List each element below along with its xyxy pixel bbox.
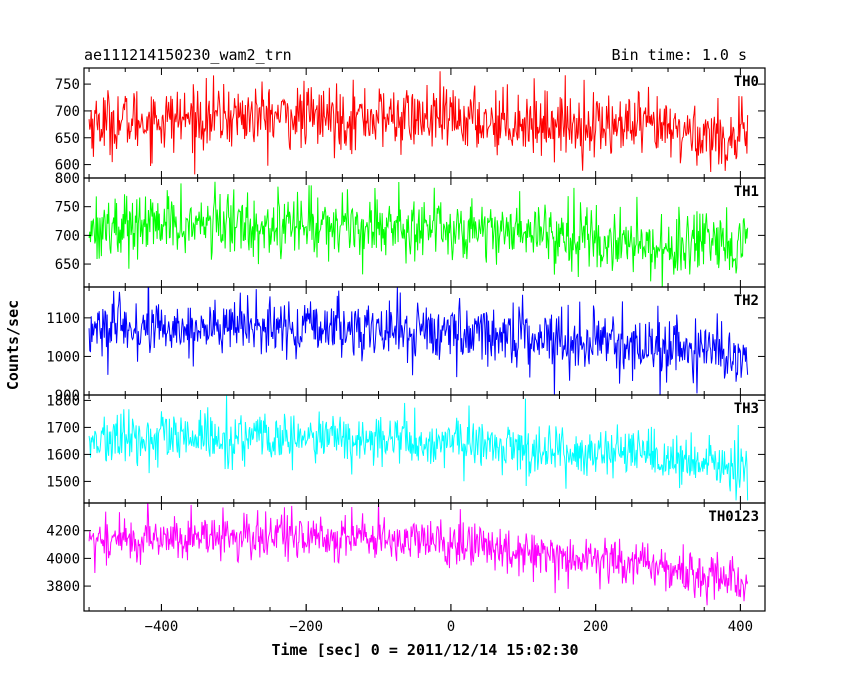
y-tick-label: 1800	[46, 393, 80, 409]
y-tick-label: 750	[55, 200, 80, 216]
y-axis-title: Counts/sec	[4, 300, 22, 390]
y-tick-label: 650	[55, 257, 80, 273]
x-axis-title: Time [sec] 0 = 2011/12/14 15:02:30	[271, 641, 578, 659]
y-tick-label: 1700	[46, 420, 80, 436]
panel-th1: 650 700 750 800 TH1	[55, 171, 766, 288]
panel-th0123: 3800 4000 4200 TH0123	[46, 502, 766, 612]
x-tick-label: −200	[289, 619, 323, 635]
y-tick-label: 3800	[46, 579, 80, 595]
y-tick-label: 1600	[46, 447, 80, 463]
y-tick-label: 700	[55, 104, 80, 120]
panel-th3: 1500 1600 1700 1800 TH3	[46, 393, 766, 504]
y-tick-label: 1000	[46, 349, 80, 365]
series-th0123-line	[88, 503, 749, 606]
panel-th0: 600 650 700 750 TH0	[55, 67, 766, 179]
series-th3-line	[88, 395, 749, 501]
y-tick-label: 800	[55, 171, 80, 187]
y-tick-label: 4200	[46, 524, 80, 540]
bin-time-label: Bin time: 1.0 s	[612, 46, 747, 64]
series-th1-line	[88, 181, 749, 287]
y-tick-label: 1100	[46, 311, 80, 327]
x-tick-label: 200	[583, 619, 608, 635]
x-tick-label: −400	[145, 619, 179, 635]
panel-label-th1: TH1	[734, 184, 759, 200]
panel-label-th3: TH3	[734, 401, 759, 417]
y-tick-label: 700	[55, 228, 80, 244]
y-tick-label: 1500	[46, 474, 80, 490]
y-tick-label: 600	[55, 158, 80, 174]
x-tick-label: 400	[728, 619, 753, 635]
panel-th2: 900 1000 1100 TH2	[46, 286, 766, 404]
panel-label-th0: TH0	[734, 74, 759, 90]
series-th2-line	[88, 287, 749, 395]
panels-group: 600 650 700 750 TH0 650 700 750 800 TH1 900 1000 110…	[46, 67, 766, 612]
y-tick-label: 650	[55, 131, 80, 147]
y-tick-label: 4000	[46, 551, 80, 567]
panel-label-th2: TH2	[734, 293, 759, 309]
panel-label-th0123: TH0123	[708, 509, 759, 525]
panel-frame	[83, 502, 766, 612]
y-tick-label: 900	[55, 388, 80, 404]
x-axis: −400 −200 0 200 400	[145, 604, 753, 635]
y-tick-label: 750	[55, 77, 80, 93]
chart-title: ae111214150230_wam2_trn	[84, 46, 292, 64]
series-th0-line	[88, 71, 749, 175]
x-tick-label: 0	[447, 619, 455, 635]
